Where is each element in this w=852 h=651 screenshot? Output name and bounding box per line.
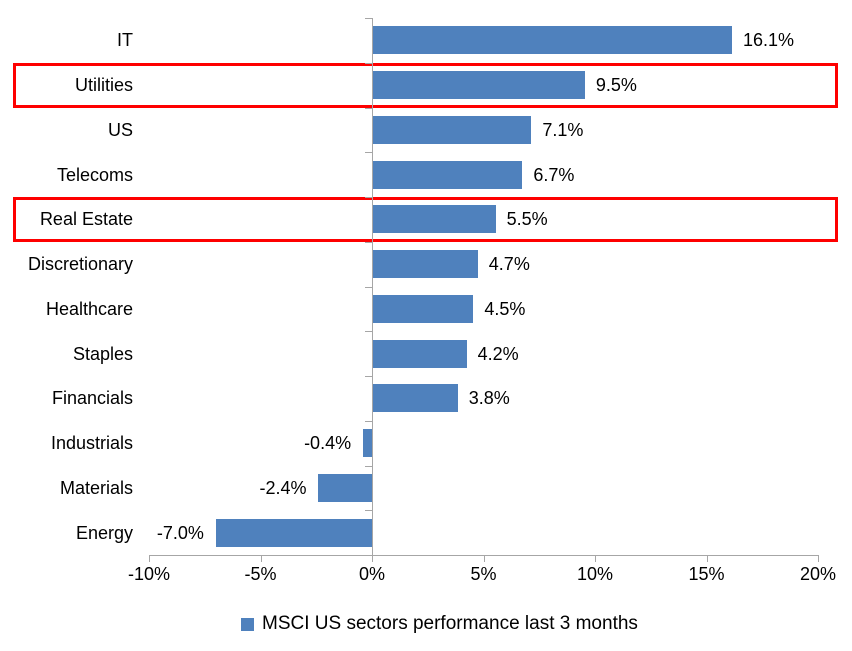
- bar: [373, 160, 523, 189]
- bar: [363, 429, 372, 458]
- value-axis-tick-label: 20%: [799, 564, 837, 584]
- bar: [373, 115, 532, 144]
- value-label: 3.8%: [468, 388, 510, 409]
- bar: [373, 294, 474, 323]
- category-label: Energy: [75, 522, 133, 543]
- value-axis-tick-label: -5%: [244, 564, 277, 584]
- highlight-box-utilities: [13, 62, 838, 108]
- value-axis-tick: [818, 555, 819, 562]
- category-label: Utilities: [74, 75, 133, 96]
- category-axis-tick: [365, 286, 372, 288]
- category-axis-tick: [365, 241, 372, 243]
- legend: MSCI US sectors performance last 3 month…: [241, 613, 638, 635]
- bar: [215, 518, 372, 547]
- value-axis-tick-label: 10%: [576, 564, 614, 584]
- value-axis-tick: [372, 555, 373, 562]
- category-axis-tick: [365, 420, 372, 422]
- value-axis-tick: [260, 555, 262, 562]
- value-axis-tick: [706, 555, 708, 562]
- category-axis-tick: [365, 331, 372, 333]
- category-label: IT: [117, 30, 133, 51]
- category-axis-tick: [365, 62, 372, 64]
- legend-swatch: [241, 617, 254, 631]
- category-axis-tick: [365, 107, 372, 109]
- category-label: Real Estate: [39, 209, 133, 230]
- value-label: 4.7%: [488, 254, 530, 275]
- category-label: Healthcare: [45, 298, 133, 319]
- category-axis-tick: [365, 18, 372, 19]
- category-axis-tick: [365, 197, 372, 198]
- value-label: 4.5%: [484, 298, 526, 319]
- bar: [373, 250, 478, 279]
- value-label: -0.4%: [304, 433, 352, 454]
- value-label: 6.7%: [533, 164, 575, 185]
- value-axis-tick: [149, 555, 150, 562]
- bar: [373, 339, 467, 368]
- category-axis-tick: [365, 510, 372, 512]
- bar: [373, 71, 585, 100]
- category-axis-tick: [365, 376, 372, 377]
- category-axis-tick: [365, 152, 372, 154]
- value-label: 5.5%: [506, 209, 548, 230]
- value-label: 16.1%: [743, 30, 795, 51]
- bar: [373, 205, 496, 234]
- value-axis-tick-label: 0%: [358, 564, 385, 584]
- category-label: Industrials: [50, 433, 133, 454]
- bar: [373, 26, 733, 55]
- value-label: -7.0%: [156, 522, 204, 543]
- value-axis-tick-label: -10%: [127, 564, 171, 584]
- value-label: 7.1%: [542, 119, 584, 140]
- value-axis-tick: [595, 555, 596, 562]
- value-label: -2.4%: [259, 477, 307, 498]
- legend-label: MSCI US sectors performance last 3 month…: [262, 613, 638, 634]
- bar: [318, 473, 372, 502]
- category-label: Discretionary: [27, 254, 133, 275]
- highlight-box-real-estate: [13, 197, 838, 242]
- value-axis-tick-label: 15%: [688, 564, 725, 584]
- category-label: Telecoms: [56, 164, 133, 185]
- value-label: 4.2%: [477, 343, 519, 364]
- category-label: Staples: [72, 343, 133, 364]
- value-label: 9.5%: [595, 75, 637, 96]
- category-label: Financials: [51, 388, 133, 409]
- category-label: US: [107, 119, 133, 140]
- category-label: Materials: [59, 477, 133, 498]
- zero-axis-line: [372, 18, 373, 555]
- value-axis-tick: [483, 555, 485, 562]
- value-axis-tick-label: 5%: [470, 564, 497, 584]
- category-axis-tick: [365, 465, 372, 467]
- bar: [373, 384, 458, 413]
